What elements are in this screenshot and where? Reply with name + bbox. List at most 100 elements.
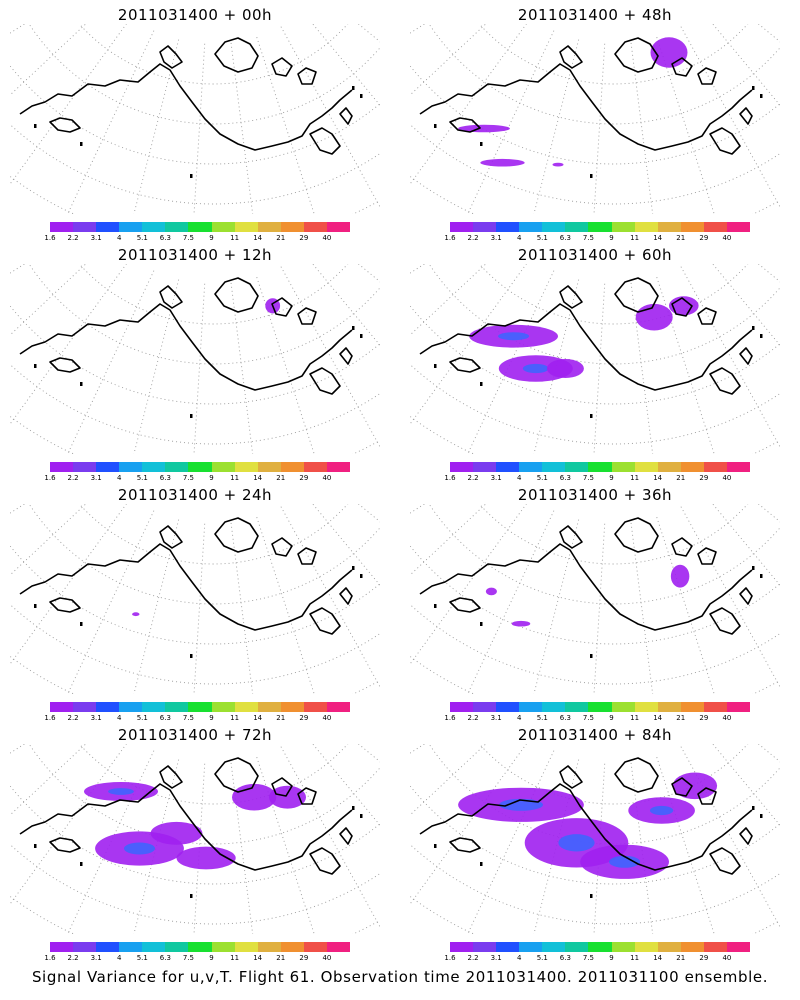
colorbar-tick-label: 5.1 bbox=[536, 714, 548, 722]
meridian-gridline bbox=[680, 266, 780, 448]
colorbar-tick-label: 3.1 bbox=[490, 474, 502, 482]
latitude-gridline bbox=[410, 305, 780, 405]
meridian-gridline bbox=[410, 744, 426, 754]
colorbar-swatch bbox=[634, 942, 658, 952]
coastline bbox=[49, 117, 81, 133]
polar-map bbox=[10, 264, 380, 454]
coastline bbox=[49, 597, 81, 613]
colorbar-tick-label: 11 bbox=[630, 474, 640, 482]
island bbox=[480, 862, 483, 866]
panel-title: 2011031400 + 72h bbox=[117, 726, 273, 744]
latitude-gridline bbox=[10, 348, 380, 454]
colorbar-swatch bbox=[142, 462, 166, 472]
colorbar-swatch bbox=[496, 462, 520, 472]
colorbar-tick-label: 40 bbox=[322, 474, 332, 482]
colorbar-swatch bbox=[119, 462, 143, 472]
colorbar bbox=[50, 462, 351, 472]
colorbar-swatch bbox=[565, 462, 589, 472]
colorbar-tick-label: 3.1 bbox=[90, 714, 102, 722]
colorbar-swatch bbox=[303, 942, 327, 952]
colorbar-tick-label: 4 bbox=[516, 954, 522, 962]
colorbar-tick-label: 29 bbox=[699, 954, 709, 962]
island bbox=[434, 604, 437, 608]
variance-region bbox=[480, 158, 525, 167]
colorbar-swatch bbox=[188, 222, 212, 232]
colorbar-tick-label: 1.6 bbox=[44, 234, 56, 242]
island bbox=[34, 364, 37, 368]
latitude-gridline bbox=[478, 264, 749, 325]
colorbar-tick-label: 6.3 bbox=[159, 714, 171, 722]
island bbox=[760, 814, 763, 818]
island bbox=[480, 142, 483, 146]
polar-map bbox=[10, 24, 380, 214]
colorbar-swatch bbox=[450, 222, 474, 232]
colorbar-swatch bbox=[326, 942, 351, 952]
colorbar-tick-label: 21 bbox=[676, 954, 686, 962]
colorbar-tick-label: 1.6 bbox=[444, 954, 456, 962]
coastline bbox=[19, 63, 353, 151]
coastline bbox=[19, 543, 353, 631]
colorbar-tick-label: 11 bbox=[630, 954, 640, 962]
colorbar-swatch bbox=[303, 222, 327, 232]
colorbar-swatch bbox=[142, 222, 166, 232]
colorbar-swatch bbox=[726, 462, 751, 472]
colorbar bbox=[450, 462, 751, 472]
island bbox=[360, 94, 363, 98]
colorbar-tick-label: 11 bbox=[230, 474, 240, 482]
colorbar-tick-label: 2.2 bbox=[467, 954, 479, 962]
variance-region-core bbox=[498, 332, 530, 341]
variance-region bbox=[546, 359, 584, 378]
latitude-gridline bbox=[410, 588, 780, 694]
colorbar-tick-label: 21 bbox=[276, 714, 286, 722]
colorbar-swatch bbox=[634, 702, 658, 712]
colorbar-swatch bbox=[657, 222, 681, 232]
polar-map bbox=[10, 504, 380, 694]
latitude-gridline bbox=[410, 123, 780, 205]
colorbar-tick-label: 14 bbox=[653, 234, 663, 242]
variance-region-core bbox=[522, 363, 549, 374]
island bbox=[34, 124, 37, 128]
island bbox=[752, 86, 755, 90]
meridian-gridline bbox=[10, 24, 87, 96]
colorbar-swatch bbox=[257, 222, 281, 232]
colorbar-swatch bbox=[280, 702, 304, 712]
colorbar-swatch bbox=[473, 702, 497, 712]
colorbar-tick-label: 11 bbox=[630, 714, 640, 722]
colorbar-swatch bbox=[565, 702, 589, 712]
coastline bbox=[19, 783, 353, 871]
meridian-gridline bbox=[280, 506, 380, 688]
colorbar-swatch bbox=[496, 702, 520, 712]
colorbar-tick-label: 6.3 bbox=[559, 234, 571, 242]
colorbar-swatch bbox=[473, 462, 497, 472]
map-panel: 2011031400 + 00h 1.6 2.2 3.1 4 5.1 6.3 7.5 9 11 14… bbox=[0, 0, 390, 242]
colorbar-swatch bbox=[542, 462, 566, 472]
meridian-gridline bbox=[10, 744, 26, 754]
colorbar-tick-label: 21 bbox=[676, 714, 686, 722]
island bbox=[434, 364, 437, 368]
coastline bbox=[449, 117, 481, 133]
colorbar-tick-label: 2.2 bbox=[67, 234, 79, 242]
colorbar-ticks: 1.6 2.2 3.1 4 5.1 6.3 7.5 9 11 14 21 29 40 bbox=[44, 234, 350, 244]
colorbar-swatch bbox=[119, 702, 143, 712]
island bbox=[434, 844, 437, 848]
colorbar-swatch bbox=[234, 462, 258, 472]
colorbar-tick-label: 29 bbox=[299, 954, 309, 962]
panel-title: 2011031400 + 60h bbox=[517, 246, 673, 264]
island bbox=[80, 622, 83, 626]
colorbar-swatch bbox=[119, 222, 143, 232]
colorbar-tick-label: 1.6 bbox=[44, 474, 56, 482]
latitude-gridline bbox=[428, 504, 780, 605]
colorbar-tick-label: 6.3 bbox=[559, 714, 571, 722]
coastline bbox=[214, 757, 259, 793]
latitude-gridline bbox=[28, 744, 380, 845]
map-panel: 2011031400 + 72h 1.6 2.2 3.1 4 5.1 6.3 7.5 9 11 14… bbox=[0, 720, 390, 962]
variance-region-core bbox=[123, 842, 156, 855]
colorbar-swatch bbox=[496, 222, 520, 232]
coastline bbox=[671, 57, 693, 77]
colorbar-swatch bbox=[211, 702, 235, 712]
meridian-gridline bbox=[10, 504, 87, 576]
colorbar-swatch bbox=[450, 462, 474, 472]
island bbox=[360, 334, 363, 338]
meridian-gridline bbox=[312, 24, 380, 106]
island bbox=[752, 566, 755, 570]
